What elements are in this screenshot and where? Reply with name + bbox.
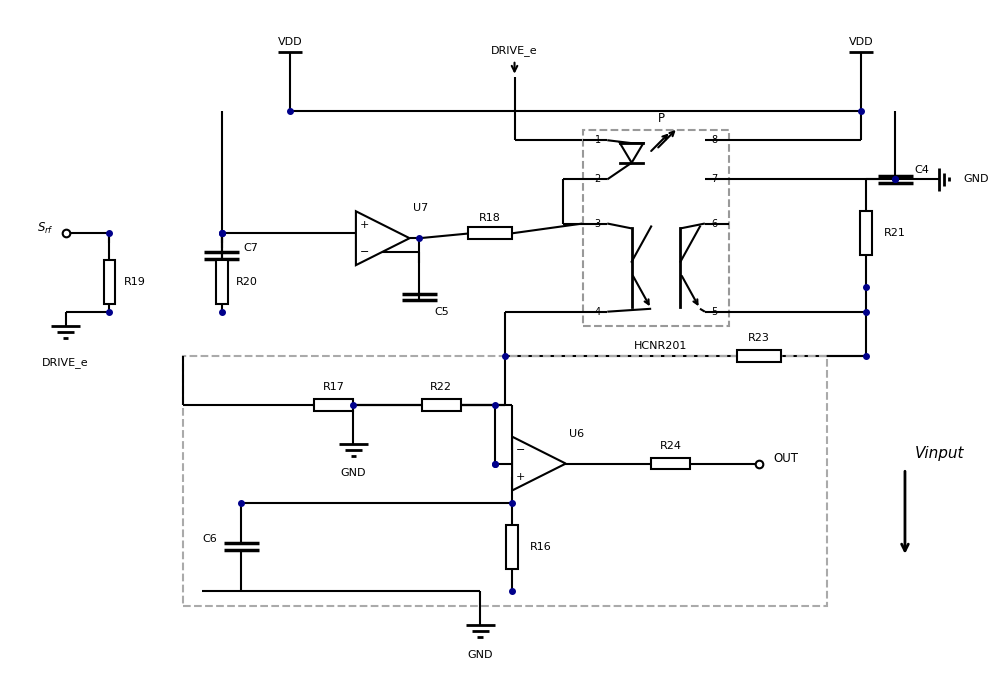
Polygon shape — [620, 143, 643, 163]
Bar — [506, 525, 518, 569]
Text: GND: GND — [964, 174, 989, 184]
Polygon shape — [512, 437, 566, 491]
Text: R18: R18 — [479, 213, 501, 223]
Text: C6: C6 — [202, 534, 217, 544]
Text: VDD: VDD — [278, 37, 302, 47]
Text: U6: U6 — [569, 428, 584, 439]
Bar — [860, 211, 872, 256]
Polygon shape — [356, 211, 410, 265]
Text: 7: 7 — [711, 174, 718, 184]
Text: 5: 5 — [711, 307, 718, 316]
Text: R19: R19 — [124, 277, 146, 287]
Text: DRIVE_e: DRIVE_e — [42, 357, 89, 368]
Text: GND: GND — [468, 650, 493, 660]
Text: 6: 6 — [711, 218, 718, 229]
Text: −: − — [360, 247, 369, 256]
Text: OUT: OUT — [773, 452, 798, 465]
Text: 1: 1 — [595, 135, 601, 145]
Text: R24: R24 — [660, 441, 682, 451]
Bar — [183, 356, 827, 606]
Text: C5: C5 — [434, 307, 449, 316]
Bar — [583, 131, 729, 326]
Text: $S_{rf}$: $S_{rf}$ — [37, 221, 54, 236]
Text: R21: R21 — [883, 228, 905, 238]
Text: C7: C7 — [243, 243, 258, 253]
Text: R17: R17 — [323, 382, 345, 392]
Text: 3: 3 — [595, 218, 601, 229]
Text: C4: C4 — [915, 164, 930, 175]
Bar — [216, 261, 228, 304]
Text: R22: R22 — [430, 382, 452, 392]
Text: R23: R23 — [748, 333, 769, 343]
Bar — [422, 399, 461, 410]
Text: VDD: VDD — [849, 37, 873, 47]
Text: DRIVE_e: DRIVE_e — [491, 45, 538, 55]
Text: R20: R20 — [236, 277, 258, 287]
Text: 4: 4 — [595, 307, 601, 316]
Text: HCNR201: HCNR201 — [634, 341, 688, 351]
Text: 2: 2 — [595, 174, 601, 184]
Bar — [651, 457, 690, 469]
Text: U7: U7 — [413, 203, 428, 214]
Text: −: − — [516, 445, 526, 455]
Bar — [468, 227, 512, 239]
Text: Vinput: Vinput — [915, 446, 964, 462]
Text: GND: GND — [341, 468, 366, 478]
Bar — [314, 399, 353, 410]
Text: 8: 8 — [711, 135, 718, 145]
Text: P: P — [657, 112, 664, 125]
Bar — [104, 261, 115, 304]
Text: +: + — [360, 220, 369, 229]
Text: R16: R16 — [530, 542, 551, 552]
Text: +: + — [516, 472, 526, 482]
Bar — [737, 350, 781, 361]
